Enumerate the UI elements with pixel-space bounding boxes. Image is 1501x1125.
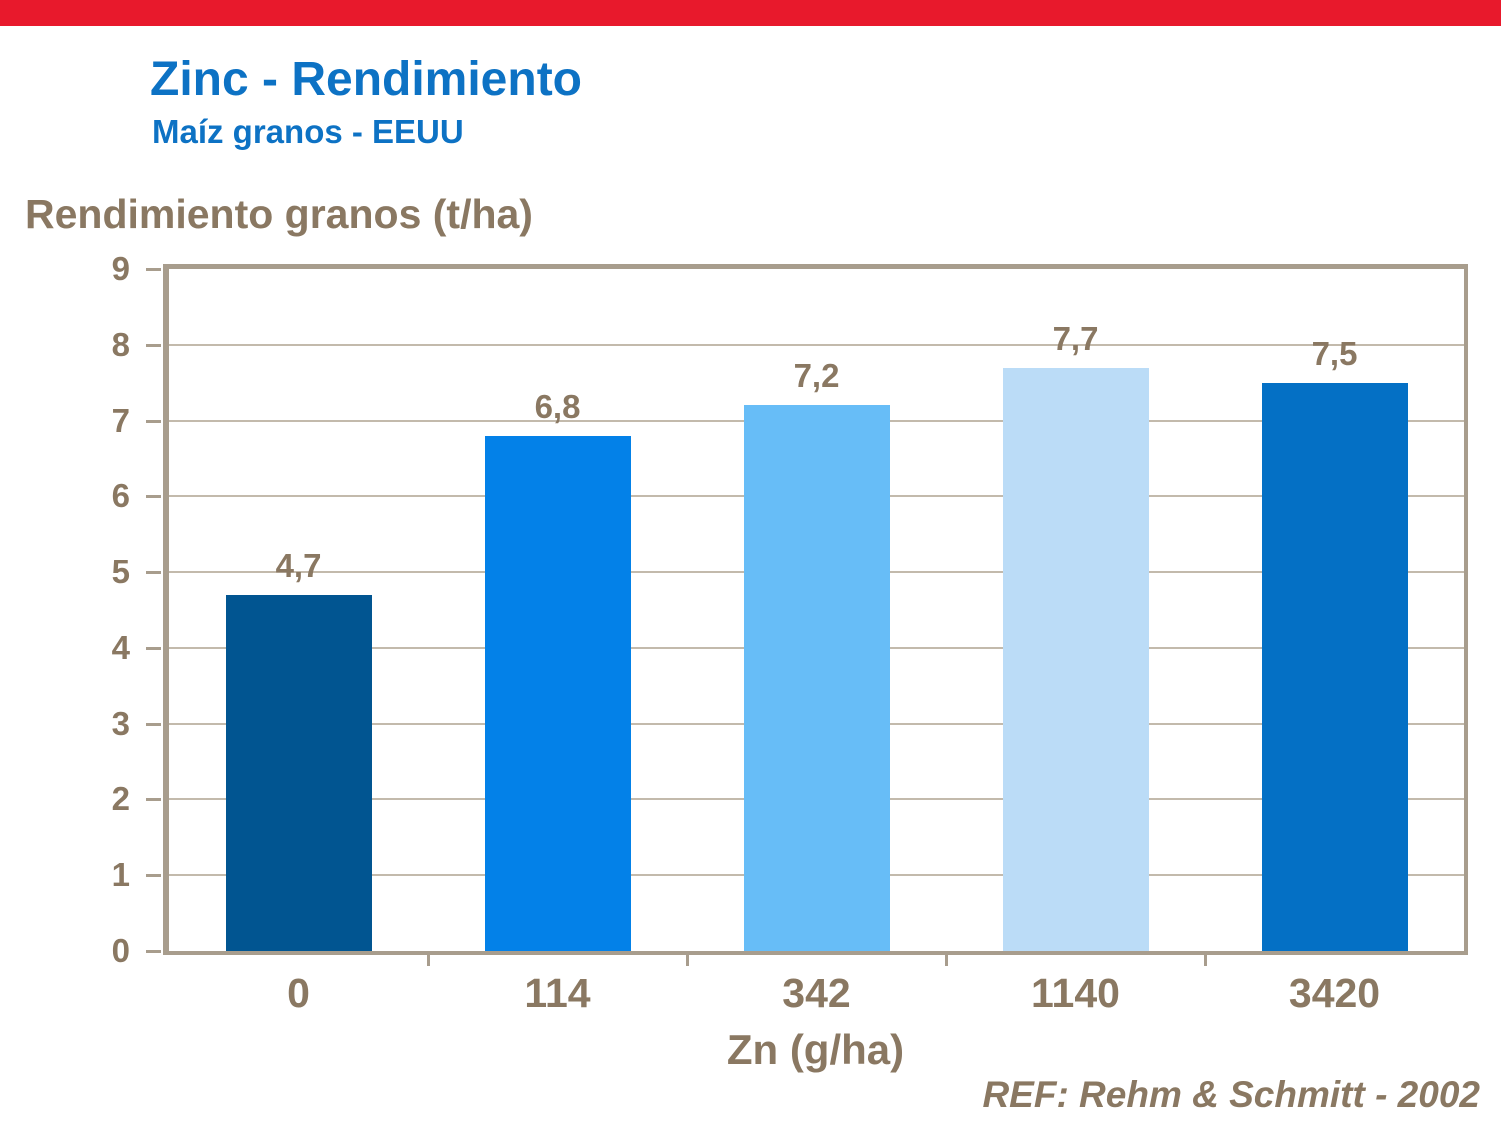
bar-value-label: 6,8: [534, 387, 581, 425]
x-tick-label-342: 342: [782, 970, 851, 1016]
bar-1140: [1002, 367, 1149, 951]
y-tick-mark-3: [146, 722, 161, 726]
bar-3420: [1261, 382, 1408, 951]
y-tick-mark-6: [146, 495, 161, 499]
y-tick-mark-7: [146, 419, 161, 423]
x-tick-label-3420: 3420: [1288, 970, 1381, 1016]
chart-title: Zinc - Rendimiento: [150, 53, 582, 106]
bar-value-label: 7,7: [1052, 319, 1099, 357]
y-tick-label-6: 6: [111, 477, 130, 515]
x-tick-label-0: 0: [287, 970, 310, 1016]
chart-subtitle: Maíz granos - EEUU: [152, 113, 464, 150]
y-tick-label-2: 2: [111, 780, 130, 818]
y-tick-label-1: 1: [111, 856, 130, 894]
y-axis-title: Rendimiento granos (t/ha): [25, 191, 533, 237]
x-tick-mark-3: [945, 955, 948, 966]
x-axis-title: Zn (g/ha): [726, 1026, 905, 1073]
x-tick-label-1140: 1140: [1031, 970, 1120, 1016]
gridline-y-8: [169, 343, 1464, 346]
x-tick-mark-4: [1204, 955, 1207, 966]
y-tick-label-7: 7: [111, 401, 130, 439]
bar-342: [743, 405, 890, 951]
y-tick-mark-8: [146, 343, 161, 347]
bar-value-label: 4,7: [275, 546, 322, 584]
y-tick-label-9: 9: [111, 250, 130, 287]
y-tick-label-0: 0: [111, 932, 130, 969]
bar-value-label: 7,2: [793, 357, 840, 395]
y-tick-mark-0: [146, 950, 161, 953]
bar-value-label: 7,5: [1311, 334, 1358, 372]
y-tick-label-4: 4: [111, 628, 130, 666]
plot-area: 4,7 6,8 7,2 7,7 7,5: [163, 264, 1468, 955]
x-tick-mark-2: [686, 955, 689, 966]
y-tick-mark-4: [146, 646, 161, 650]
y-tick-mark-1: [146, 874, 161, 878]
y-tick-mark-2: [146, 798, 161, 802]
x-tick-label-114: 114: [524, 970, 591, 1016]
y-tick-label-8: 8: [111, 325, 130, 363]
y-tick-mark-5: [146, 571, 161, 575]
x-tick-mark-1: [427, 955, 430, 966]
bar-0: [225, 594, 372, 951]
top-red-strip: [0, 0, 1501, 26]
y-tick-mark-9: [146, 268, 161, 271]
y-tick-label-5: 5: [111, 553, 130, 591]
bar-114: [484, 435, 631, 951]
reference-text: REF: Rehm & Schmitt - 2002: [982, 1074, 1480, 1115]
y-tick-label-3: 3: [111, 704, 130, 742]
